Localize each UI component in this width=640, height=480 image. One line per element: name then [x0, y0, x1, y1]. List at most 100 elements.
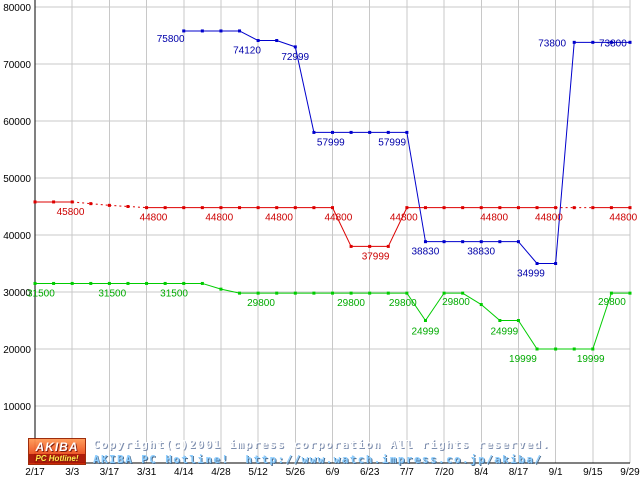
point-value-label: 31500 — [27, 288, 55, 299]
data-point-marker — [275, 39, 279, 43]
point-value-label: 45800 — [57, 207, 85, 218]
x-tick-label: 9/15 — [583, 467, 603, 478]
data-point-marker — [126, 205, 130, 208]
point-value-label: 24999 — [490, 327, 518, 338]
data-point-marker — [535, 262, 539, 266]
data-point-marker — [628, 40, 632, 44]
point-value-label: 29800 — [442, 297, 470, 308]
data-point-marker — [423, 206, 427, 210]
data-point-marker — [461, 206, 465, 210]
point-value-label: 72999 — [281, 52, 309, 63]
point-value-label: 74120 — [233, 46, 261, 57]
data-point-marker — [535, 347, 539, 351]
data-point-marker — [554, 262, 558, 266]
data-point-marker — [238, 206, 242, 210]
x-tick-label: 3/31 — [137, 467, 157, 478]
data-point-marker — [331, 206, 334, 210]
point-value-label: 57999 — [378, 137, 406, 148]
data-point-marker — [442, 291, 446, 295]
data-point-marker — [293, 206, 297, 210]
data-point-marker — [293, 291, 297, 295]
point-value-label: 31500 — [98, 288, 126, 299]
x-tick-label: 7/7 — [400, 467, 414, 478]
point-value-label: 57999 — [317, 137, 345, 148]
point-value-label: 29800 — [389, 298, 417, 309]
point-value-label: 44800 — [609, 213, 637, 224]
x-tick-label: 6/23 — [360, 467, 380, 478]
data-point-marker — [219, 206, 223, 210]
data-point-marker — [461, 291, 465, 295]
data-point-marker — [591, 206, 595, 210]
data-point-marker — [591, 347, 595, 351]
data-point-marker — [609, 291, 613, 295]
data-point-marker — [312, 130, 316, 134]
data-point-marker — [591, 40, 595, 44]
data-point-marker — [349, 130, 353, 134]
y-tick-label: 20000 — [3, 345, 31, 356]
point-value-label: 44800 — [480, 213, 508, 224]
data-point-marker — [535, 206, 539, 210]
data-point-marker — [293, 45, 297, 49]
data-point-marker — [52, 281, 56, 285]
point-labels-layer: 75800 74120 72999 57999 57999 38830 38830 34999… — [27, 34, 638, 365]
data-point-marker — [126, 281, 130, 285]
data-point-marker — [256, 206, 260, 210]
data-point-marker — [107, 281, 111, 285]
data-point-marker — [256, 291, 260, 295]
point-value-label: 29800 — [247, 298, 275, 309]
data-point-marker — [238, 291, 242, 295]
point-value-label: 44800 — [205, 213, 233, 224]
point-value-label: 29800 — [598, 297, 626, 308]
y-tick-label: 60000 — [3, 117, 31, 128]
x-tick-label: 8/4 — [474, 467, 488, 478]
data-point-marker — [442, 206, 446, 210]
data-point-marker — [498, 240, 502, 244]
data-point-marker — [33, 200, 37, 204]
data-point-marker — [70, 281, 74, 285]
data-point-marker — [275, 206, 279, 210]
x-tick-label: 5/26 — [286, 467, 306, 478]
x-tick-label: 8/17 — [509, 467, 529, 478]
data-point-marker — [182, 281, 186, 285]
data-point-marker — [516, 319, 520, 323]
data-point-marker — [479, 206, 483, 210]
data-point-marker — [70, 200, 74, 204]
x-tick-label: 3/17 — [100, 467, 120, 478]
data-point-marker — [405, 206, 409, 210]
data-point-marker — [163, 206, 167, 210]
point-value-label: 44800 — [535, 213, 563, 224]
data-point-marker — [628, 291, 632, 295]
point-value-label: 31500 — [160, 288, 188, 299]
data-point-marker — [163, 281, 167, 285]
point-value-label: 73800 — [599, 38, 627, 49]
data-point-marker — [423, 240, 427, 244]
data-point-marker — [572, 206, 576, 210]
data-point-marker — [33, 281, 37, 285]
data-point-marker — [89, 202, 93, 206]
data-point-marker — [368, 244, 372, 248]
data-point-marker — [52, 200, 56, 204]
point-value-label: 37999 — [362, 251, 390, 262]
data-point-marker — [554, 206, 558, 210]
data-point-marker — [423, 319, 427, 323]
data-point-marker — [349, 291, 353, 295]
x-tick-label: 3/3 — [65, 467, 79, 478]
x-tick-label: 7/20 — [434, 467, 454, 478]
data-point-marker — [405, 130, 409, 134]
data-point-marker — [572, 347, 576, 351]
x-tick-label: 2/17 — [25, 467, 45, 478]
y-tick-label: 80000 — [3, 3, 31, 14]
point-value-label: 44800 — [325, 213, 353, 224]
data-point-marker — [498, 206, 502, 210]
point-value-label: 38830 — [411, 247, 439, 258]
data-point-marker — [200, 29, 204, 33]
x-tick-label: 6/9 — [326, 467, 340, 478]
x-tick-label: 4/14 — [174, 467, 194, 478]
y-tick-label: 40000 — [3, 231, 31, 242]
data-point-marker — [145, 281, 149, 285]
data-point-marker — [107, 203, 111, 207]
data-point-marker — [498, 319, 502, 323]
data-point-marker — [256, 39, 260, 43]
